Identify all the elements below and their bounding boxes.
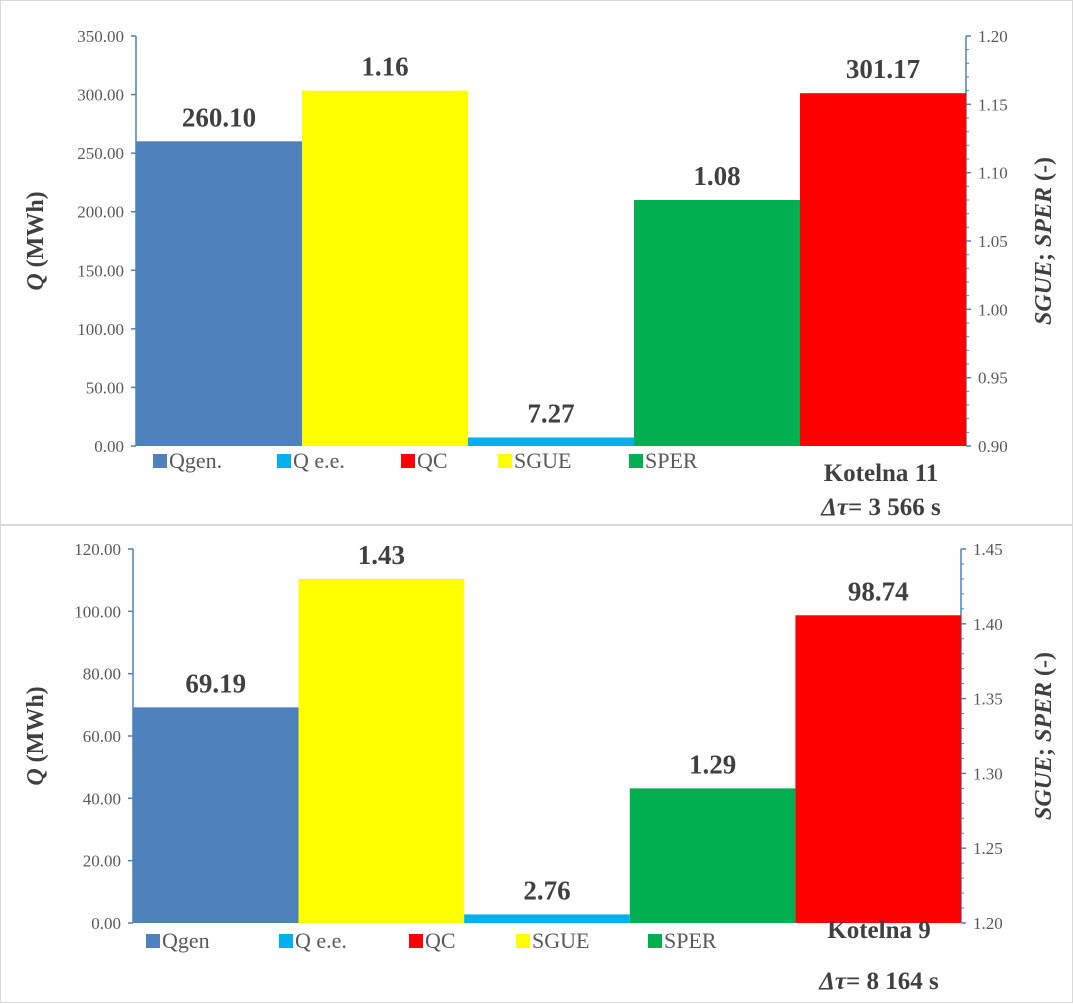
right-axis-title: SGUE; SPER (-) [1031,652,1057,820]
right-axis-title: SGUE; SPER (-) [1031,157,1057,325]
data-label: 98.74 [848,576,909,606]
right-tick-label: 0.95 [978,369,1008,388]
left-tick-label: 0.00 [91,914,121,933]
legend-label: QC [417,448,448,473]
left-tick-label: 100.00 [74,602,121,621]
legend-label: Q e.e. [295,928,347,953]
legend-label: Qgen. [169,448,222,473]
legend-swatch [516,934,530,948]
right-tick-label: 1.00 [978,300,1008,319]
chart-panel-kotelna-11: 0.00 50.00 100.00 150.00 200.00 250.00 300.00 3… [0,0,1073,525]
data-label: 1.43 [358,540,405,570]
duration-label: Δτ= 8 164 s [818,968,939,995]
legend-label: SPER [645,448,698,473]
chart-kotelna-11: 0.00 50.00 100.00 150.00 200.00 250.00 300.00 3… [23,27,1057,521]
bar-sper [629,788,796,923]
data-label: 2.76 [523,875,570,905]
left-tick-label: 40.00 [83,789,121,808]
duration-label: Δτ= 3 566 s [820,494,941,521]
left-tick-label: 80.00 [83,665,121,684]
left-tick-label: 120.00 [74,540,121,559]
left-tick-label: 300.00 [77,86,124,105]
legend-label: SPER [664,928,717,953]
right-tick-label: 1.15 [978,95,1008,114]
left-tick-label: 0.00 [94,437,124,456]
right-tick-label: 1.10 [978,164,1008,183]
legend-label: SGUE [532,928,589,953]
right-tick-label: 1.05 [978,232,1008,251]
bar-sgue [302,90,468,447]
legend-swatch [498,454,512,468]
bar-q-e-e [464,914,630,923]
right-tick-label: 1.20 [978,27,1008,46]
chart-kotelna-9: 0.00 20.00 40.00 60.00 80.00 100.00 120.00 1.20… [23,540,1057,995]
data-label: 301.17 [846,54,920,84]
legend-label: QC [425,928,456,953]
legend-swatch [277,454,291,468]
legend-swatch [401,454,415,468]
right-tick-label: 1.25 [973,839,1003,858]
right-tick-label: 1.35 [973,690,1003,709]
legend-swatch [629,454,643,468]
bar-qc [800,93,966,446]
chart-panel-kotelna-9: 0.00 20.00 40.00 60.00 80.00 100.00 120.00 1.20… [0,525,1073,1003]
bar-q-e-e [468,437,634,446]
data-label: 7.27 [527,398,574,428]
left-tick-label: 250.00 [77,144,124,163]
bar-qgen [133,707,299,923]
data-label: 1.08 [693,161,740,191]
legend-label: SGUE [514,448,571,473]
boiler-room-label: Kotelna 11 [824,460,939,487]
left-tick-label: 50.00 [86,378,124,397]
right-tick-label: 0.90 [978,437,1008,456]
left-tick-label: 200.00 [77,203,124,222]
legend-label: Qgen [162,928,210,953]
legend-swatch [409,934,423,948]
legend-swatch [153,454,167,468]
data-label: 1.29 [689,749,736,779]
left-tick-label: 20.00 [83,852,121,871]
legend-label: Q e.e. [293,448,345,473]
legend-swatch [648,934,662,948]
boiler-room-label: Kotelna 9 [827,917,930,944]
left-tick-label: 350.00 [77,27,124,46]
bar-sgue [298,578,465,923]
legend-swatch [146,934,160,948]
left-axis-title: Q (MWh) [23,686,49,785]
right-tick-label: 1.40 [973,615,1003,634]
bar-qc [795,615,961,923]
left-tick-label: 150.00 [77,261,124,280]
right-tick-label: 1.30 [973,764,1003,783]
left-axis-title: Q (MWh) [23,191,49,290]
left-tick-label: 100.00 [77,320,124,339]
right-tick-label: 1.45 [973,540,1003,559]
bar-sper [634,200,800,446]
bar-qgen [136,141,302,446]
data-label: 260.10 [182,102,256,132]
right-tick-label: 1.20 [973,914,1003,933]
data-label: 69.19 [185,668,246,698]
legend-swatch [279,934,293,948]
data-label: 1.16 [361,52,408,82]
left-tick-label: 60.00 [83,727,121,746]
